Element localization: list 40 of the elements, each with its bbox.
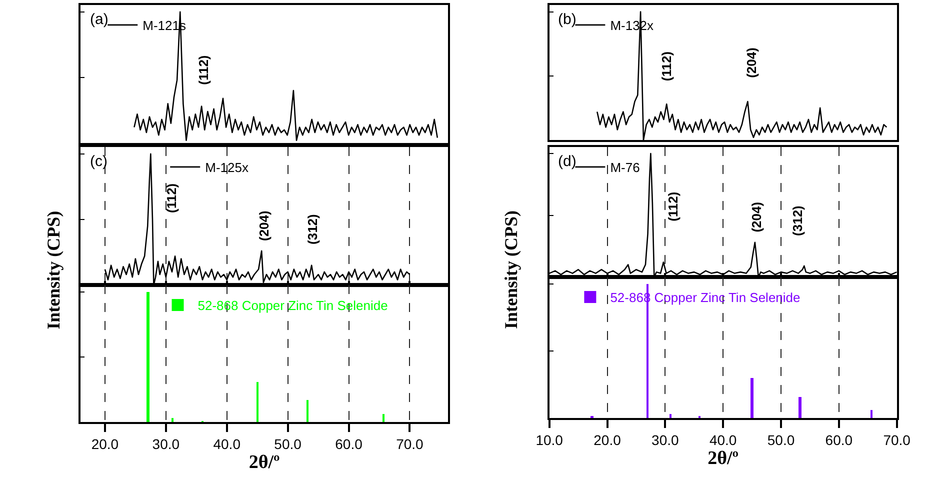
bar xyxy=(750,378,754,418)
annotation: (112) xyxy=(196,55,212,85)
x-tick-label: 60.0 xyxy=(335,436,363,452)
bar xyxy=(798,397,802,418)
x-tick-label: 50.0 xyxy=(767,432,795,448)
annotation: (a) xyxy=(90,11,108,28)
annotation: (b) xyxy=(558,11,576,28)
bar xyxy=(382,414,385,422)
annotation: (204) xyxy=(744,48,759,78)
x-tick-label: 70.0 xyxy=(883,432,911,448)
annotation: (d) xyxy=(558,153,576,170)
bar xyxy=(306,400,309,422)
x-tick-label: 60.0 xyxy=(825,432,853,448)
annotation: (112) xyxy=(164,183,179,213)
annotation: (312) xyxy=(304,214,320,244)
x-tick-label: 20.0 xyxy=(594,432,622,448)
x-axis-title: 2θ/º xyxy=(708,448,739,470)
bar xyxy=(172,418,174,422)
x-axis-title: 2θ/º xyxy=(248,452,280,474)
annotation: (c) xyxy=(90,153,108,170)
annotation: (204) xyxy=(256,210,272,242)
x-tick-label: 10.0 xyxy=(536,432,564,448)
annotation: (312) xyxy=(790,206,805,236)
y-axis-title: Intensity (CPS) xyxy=(501,210,522,330)
bar xyxy=(669,414,672,418)
annotation: (112) xyxy=(666,192,681,222)
x-tick-label: 40.0 xyxy=(709,432,737,448)
annotation: (112) xyxy=(659,51,674,82)
x-tick-label: 70.0 xyxy=(396,436,424,452)
bar xyxy=(146,292,150,422)
x-tick-label: 20.0 xyxy=(91,436,119,452)
bar xyxy=(870,410,872,418)
y-axis-title: Intensity (CPS) xyxy=(43,210,64,330)
bar xyxy=(256,382,259,422)
x-tick-label: 40.0 xyxy=(213,436,241,452)
annotation: (204) xyxy=(748,202,764,232)
x-tick-label: 30.0 xyxy=(652,432,679,448)
legend-label: M-76 xyxy=(610,160,640,176)
x-tick-label: 50.0 xyxy=(274,436,302,452)
x-tick-label: 30.0 xyxy=(152,436,180,452)
